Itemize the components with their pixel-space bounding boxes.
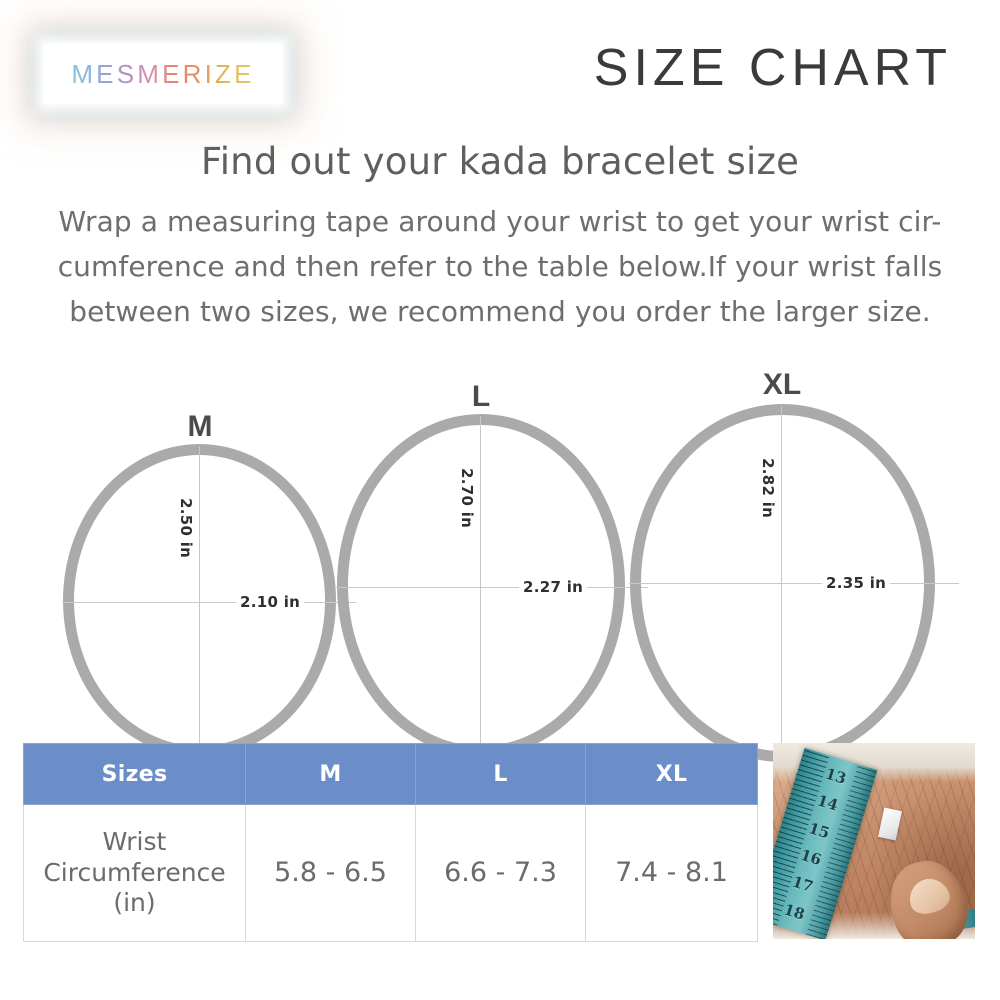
size-figure-l-width-label: 2.27 in (519, 578, 588, 596)
table-cell-l-circumference: 6.6 - 7.3 (415, 804, 586, 942)
size-figure-xl-height-label: 2.82 in (758, 456, 778, 521)
table-header-l: L (415, 743, 586, 805)
size-chart-table: Sizes M L XL Wrist Circumference (in) 5.… (23, 743, 758, 942)
brand-logo: MESMERIZE (44, 44, 282, 104)
size-figure-m-horizontal-axis (62, 602, 356, 603)
size-figure-l: L 2.70 in 2.27 in (336, 380, 648, 757)
size-figure-l-horizontal-axis (336, 587, 648, 588)
size-figure-l-height-label: 2.70 in (457, 466, 477, 531)
size-figure-m-label: M (187, 410, 213, 443)
table-row-label-wrist-circumference: Wrist Circumference (in) (23, 804, 246, 942)
table-cell-xl-circumference: 7.4 - 8.1 (585, 804, 758, 942)
size-figure-l-label: L (471, 380, 491, 413)
wrist-measuring-photo: 13 14 15 16 17 18 (773, 743, 975, 939)
size-figure-l-vertical-axis (480, 416, 481, 755)
page-title: SIZE CHART (593, 39, 952, 97)
table-header-xl: XL (585, 743, 758, 805)
size-figure-xl: XL 2.82 in 2.35 in (629, 368, 960, 762)
size-figure-m: M 2.50 in 2.10 in (62, 410, 356, 757)
tape-number-18: 18 (781, 900, 807, 924)
size-figure-xl-width-label: 2.35 in (822, 574, 891, 592)
size-figure-m-height-label: 2.50 in (176, 496, 196, 561)
tape-number-13: 13 (823, 764, 849, 789)
tape-number-14: 14 (814, 791, 841, 816)
tape-number-15: 15 (806, 818, 832, 843)
intro-heading: Find out your kada bracelet size (200, 140, 800, 183)
brand-logo-text: MESMERIZE (71, 58, 255, 89)
tape-number-16: 16 (798, 845, 824, 870)
size-diagram: M 2.50 in 2.10 in L 2.70 in 2.27 in XL 2… (0, 340, 1000, 762)
size-figure-m-width-label: 2.10 in (236, 593, 305, 611)
size-figure-m-vertical-axis (199, 446, 200, 755)
table-cell-m-circumference: 5.8 - 6.5 (245, 804, 416, 942)
table-header-row: Sizes M L XL (23, 743, 758, 805)
tape-number-17: 17 (789, 873, 816, 897)
table-header-m: M (245, 743, 416, 805)
intro-line-2: cumference and then refer to the table b… (57, 250, 943, 284)
size-figure-xl-horizontal-axis (629, 583, 959, 584)
intro-line-3: between two sizes, we recommend you orde… (69, 295, 931, 329)
intro-line-1: Wrap a measuring tape around your wrist … (58, 204, 942, 238)
size-figure-xl-label: XL (762, 368, 802, 401)
intro-block: Find out your kada bracelet size Wrap a … (0, 140, 1000, 335)
table-row: Wrist Circumference (in) 5.8 - 6.5 6.6 -… (23, 804, 758, 942)
table-header-sizes: Sizes (23, 743, 246, 805)
